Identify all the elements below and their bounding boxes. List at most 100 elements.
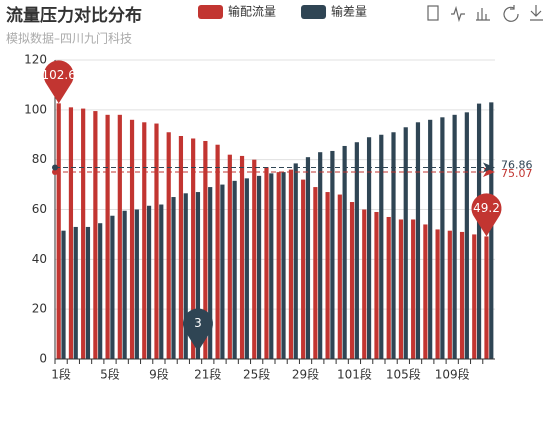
bar xyxy=(252,159,257,359)
bar xyxy=(171,197,176,359)
x-tick-label: 29段 xyxy=(292,367,319,382)
bar xyxy=(68,107,74,359)
bar xyxy=(489,102,494,359)
bar xyxy=(215,144,220,359)
bar xyxy=(293,163,298,359)
bar xyxy=(325,192,330,359)
bar xyxy=(220,184,225,359)
average-start xyxy=(52,168,58,175)
bar xyxy=(122,210,127,359)
bar xyxy=(232,180,237,359)
bar xyxy=(476,103,482,360)
y-tick-label: 0 xyxy=(39,352,47,366)
bar xyxy=(154,123,159,359)
bar xyxy=(374,211,379,359)
x-tick-label: 9段 xyxy=(149,367,169,382)
bar xyxy=(129,119,135,359)
bar xyxy=(178,135,184,359)
bar xyxy=(281,172,286,359)
bar xyxy=(391,132,396,359)
y-tick-label: 20 xyxy=(32,302,47,316)
bar xyxy=(428,119,433,359)
bar xyxy=(305,157,311,359)
x-tick-label: 21段 xyxy=(194,367,221,382)
bar xyxy=(191,138,196,359)
bar xyxy=(244,178,249,359)
bar xyxy=(386,216,391,359)
bar xyxy=(447,230,452,359)
y-tick-label: 100 xyxy=(24,102,47,116)
bar xyxy=(459,231,465,359)
bar xyxy=(239,155,245,359)
y-tick-label: 80 xyxy=(32,152,47,166)
bar xyxy=(61,230,66,359)
bar xyxy=(81,108,86,360)
legend-label: 输差量 xyxy=(331,4,367,19)
x-tick-label: 101段 xyxy=(337,367,372,382)
bar xyxy=(472,234,477,359)
bar xyxy=(256,175,262,359)
legend-swatch xyxy=(198,5,223,19)
bar xyxy=(318,152,323,359)
bar xyxy=(93,111,98,360)
bar xyxy=(208,187,213,359)
bar xyxy=(330,150,335,359)
average-label: 75.07 xyxy=(501,167,533,180)
bar xyxy=(227,154,232,359)
bar xyxy=(276,172,281,359)
bar xyxy=(288,169,294,359)
line-icon[interactable] xyxy=(451,5,465,23)
bar xyxy=(195,192,201,359)
mark-label: 3 xyxy=(194,316,202,330)
bar xyxy=(464,112,469,359)
y-tick-label: 120 xyxy=(24,53,47,67)
bar xyxy=(440,117,445,359)
bar xyxy=(362,209,367,359)
bar xyxy=(484,236,489,359)
average-arrow xyxy=(483,162,495,173)
bar-icon[interactable] xyxy=(476,8,490,21)
mark-label: 102.6 xyxy=(42,68,76,82)
chart-subtitle: 模拟数据–四川九门科技 xyxy=(6,31,132,46)
bar xyxy=(73,226,78,359)
bar xyxy=(435,229,440,359)
bar xyxy=(146,205,152,359)
bar xyxy=(142,122,147,360)
bar xyxy=(342,145,347,359)
bar xyxy=(56,103,61,359)
bar xyxy=(398,219,404,359)
toolbox[interactable] xyxy=(427,5,543,23)
bar xyxy=(105,114,110,359)
bar xyxy=(110,215,115,359)
bar xyxy=(313,187,318,359)
bar xyxy=(134,209,139,359)
bar xyxy=(403,127,408,360)
bar xyxy=(269,173,274,359)
mark-pin xyxy=(43,60,74,104)
x-tick-label: 1段 xyxy=(51,367,71,382)
bar xyxy=(379,134,384,359)
bar xyxy=(423,224,428,359)
bar xyxy=(117,114,122,359)
save-icon[interactable] xyxy=(530,5,543,21)
x-tick-label: 5段 xyxy=(100,367,120,382)
bar xyxy=(452,114,457,359)
bar xyxy=(264,167,269,359)
y-tick-label: 60 xyxy=(32,202,47,216)
bar xyxy=(349,202,355,359)
average-label: 76.86 xyxy=(501,158,533,171)
bar xyxy=(301,179,306,359)
bar xyxy=(166,132,171,359)
data-view-icon[interactable] xyxy=(427,5,439,21)
bar xyxy=(85,226,91,359)
bar xyxy=(411,219,416,359)
bar xyxy=(354,142,359,359)
mark-pin xyxy=(471,193,502,237)
bar xyxy=(183,193,188,359)
y-tick-label: 40 xyxy=(32,252,47,266)
bar xyxy=(203,140,208,359)
average-start xyxy=(52,164,58,171)
restore-icon[interactable] xyxy=(503,5,519,22)
mark-pin xyxy=(182,308,213,352)
